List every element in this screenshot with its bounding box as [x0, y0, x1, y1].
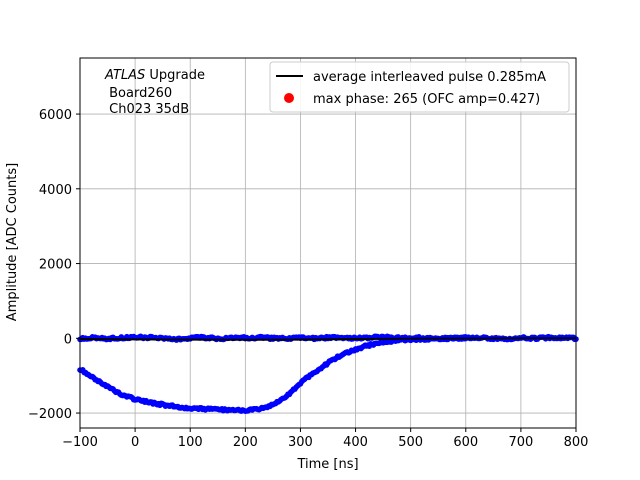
annotation-line1: Upgrade	[145, 68, 205, 83]
x-tick-label: 500	[398, 435, 423, 450]
legend-entry-1: average interleaved pulse 0.285mA	[313, 70, 546, 85]
plot-frame	[79, 57, 577, 429]
axes: −100 0 100 200 300 400 500 600 700 800 −2000 0 2000 4…	[28, 108, 588, 450]
x-tick-label: 0	[131, 435, 139, 450]
y-tick-label: −2000	[28, 407, 72, 422]
annotation: ATLAS Upgrade Board260 Ch023 35dB	[104, 68, 205, 117]
annotation-line2: Board260	[105, 86, 172, 101]
scatter-series-2	[77, 334, 469, 414]
average-pulse-line	[79, 337, 576, 341]
y-tick-label: 6000	[39, 108, 72, 123]
x-axis-label: Time [ns]	[296, 457, 358, 472]
legend: average interleaved pulse 0.285mA max ph…	[269, 61, 570, 113]
svg-text:ATLAS Upgrade: ATLAS Upgrade	[104, 68, 205, 83]
x-tick-label: 400	[343, 435, 368, 450]
legend-box	[269, 61, 570, 113]
annotation-italic: ATLAS	[104, 68, 145, 83]
y-tick-label: 4000	[39, 183, 72, 198]
y-axis-label: Amplitude [ADC Counts]	[5, 163, 20, 321]
legend-dot-marker	[284, 93, 294, 103]
x-tick-label: 200	[233, 435, 258, 450]
x-tick-label: 600	[453, 435, 478, 450]
x-tick-label: −100	[62, 435, 98, 450]
x-tick-label: 800	[564, 435, 589, 450]
x-tick-label: 700	[508, 435, 533, 450]
y-tick-label: 0	[64, 332, 72, 347]
legend-entry-2: max phase: 265 (OFC amp=0.427)	[313, 92, 540, 107]
x-tick-label: 300	[288, 435, 313, 450]
x-tick-label: 100	[178, 435, 203, 450]
plot-area	[77, 333, 579, 414]
annotation-line3: Ch023 35dB	[105, 102, 189, 117]
y-tick-label: 2000	[39, 258, 72, 273]
